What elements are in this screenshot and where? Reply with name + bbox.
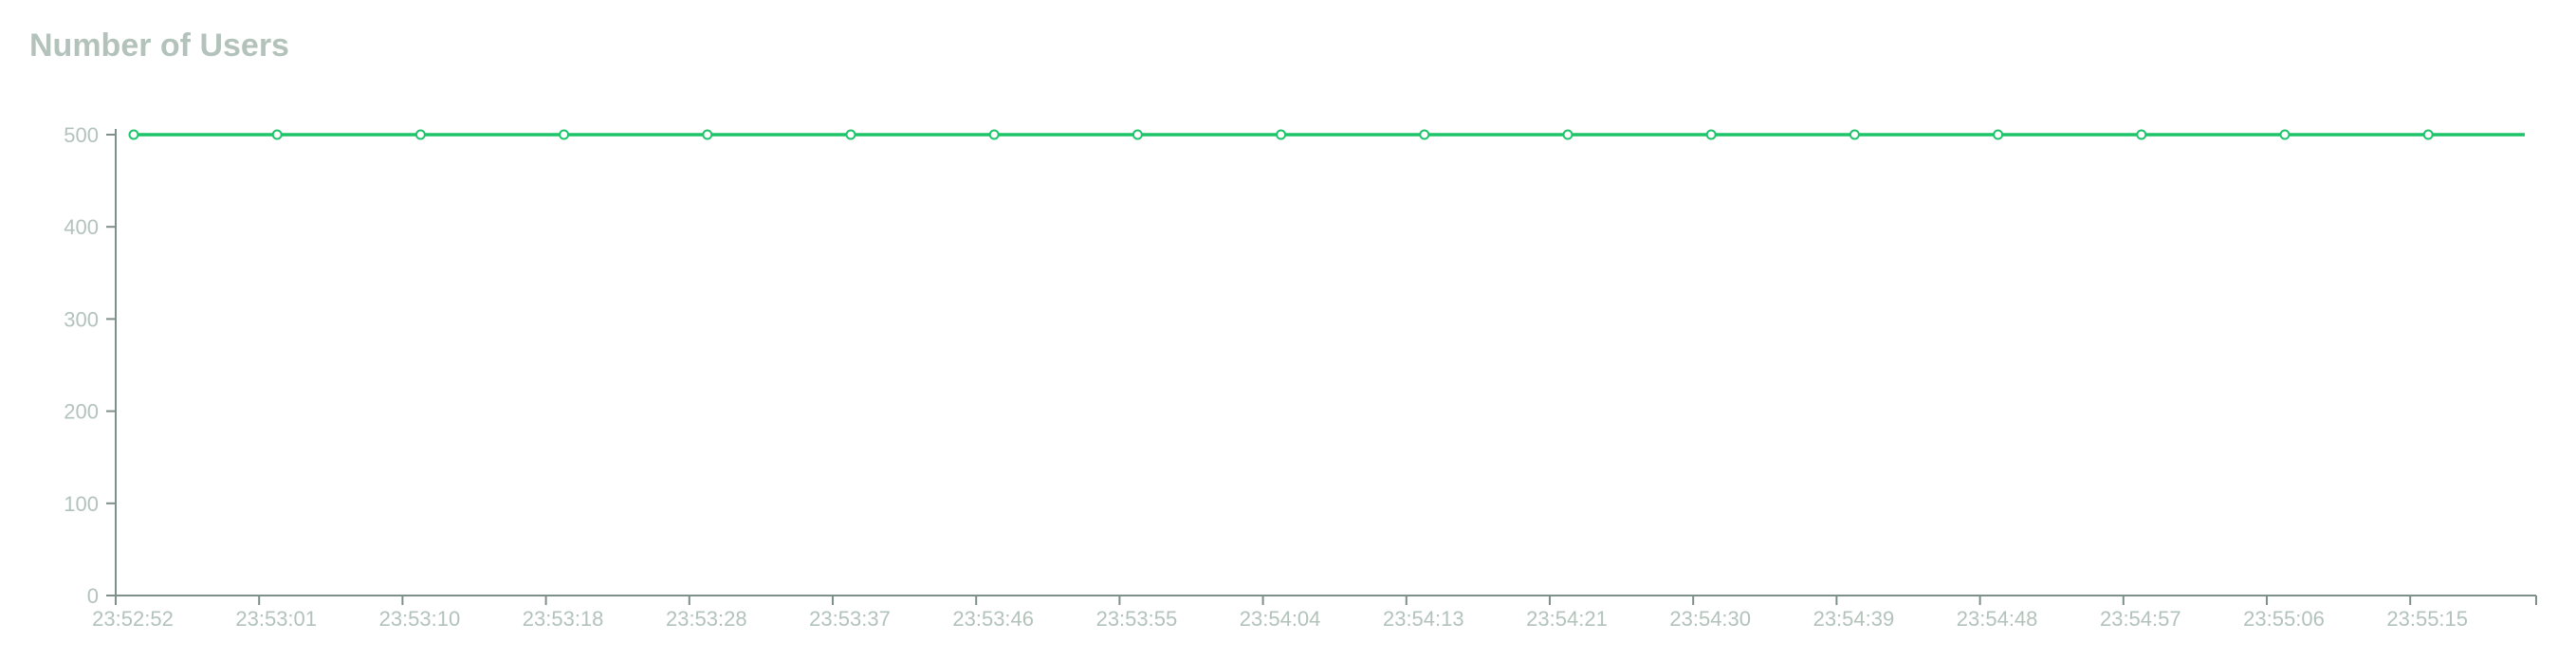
data-point[interactable] — [1849, 129, 1860, 140]
x-tick-label: 23:54:30 — [1669, 607, 1751, 631]
data-point[interactable] — [1132, 129, 1143, 140]
x-tick-label: 23:52:52 — [92, 607, 174, 631]
x-axis: 23:52:52 23:53:01 23:53:10 23:53:18 23:53:28… — [92, 595, 2537, 631]
x-tick-label: 23:55:15 — [2386, 607, 2468, 631]
x-tick-label: 23:55:06 — [2243, 607, 2325, 631]
x-tick-label: 23:53:37 — [809, 607, 891, 631]
x-tick-label: 23:54:57 — [2100, 607, 2181, 631]
data-point[interactable] — [1276, 129, 1287, 140]
x-tick-label: 23:53:01 — [235, 607, 317, 631]
y-axis: 0 100 200 300 400 500 — [64, 123, 117, 608]
data-point[interactable] — [2279, 129, 2291, 140]
y-tick-label: 500 — [64, 123, 99, 147]
x-tick-label: 23:54:48 — [1957, 607, 2038, 631]
y-tick-label: 100 — [64, 492, 99, 516]
x-tick-label: 23:54:21 — [1526, 607, 1608, 631]
data-point[interactable] — [1705, 129, 1717, 140]
y-tick-label: 0 — [87, 584, 99, 608]
x-tick-label: 23:54:13 — [1383, 607, 1464, 631]
x-tick-label: 23:53:28 — [666, 607, 747, 631]
data-point[interactable] — [414, 129, 426, 140]
data-point[interactable] — [988, 129, 1000, 140]
data-point[interactable] — [702, 129, 713, 140]
data-point[interactable] — [1419, 129, 1430, 140]
data-point[interactable] — [271, 129, 283, 140]
x-tick-label: 23:53:46 — [952, 607, 1034, 631]
data-point[interactable] — [559, 129, 570, 140]
data-point[interactable] — [2136, 129, 2147, 140]
series-group — [128, 129, 2525, 140]
x-tick-label: 23:53:55 — [1096, 607, 1178, 631]
chart-title: Number of Users — [29, 28, 289, 64]
data-point[interactable] — [845, 129, 856, 140]
x-tick-label: 23:53:18 — [523, 607, 604, 631]
y-tick-label: 200 — [64, 400, 99, 424]
y-tick-label: 300 — [64, 307, 99, 331]
x-tick-label: 23:54:04 — [1240, 607, 1321, 631]
data-point[interactable] — [2422, 129, 2434, 140]
x-tick-label: 23:54:39 — [1813, 607, 1895, 631]
data-point[interactable] — [1562, 129, 1573, 140]
data-point[interactable] — [128, 129, 139, 140]
x-tick-label: 23:53:10 — [379, 607, 461, 631]
data-point[interactable] — [1993, 129, 2004, 140]
y-tick-label: 400 — [64, 215, 99, 239]
